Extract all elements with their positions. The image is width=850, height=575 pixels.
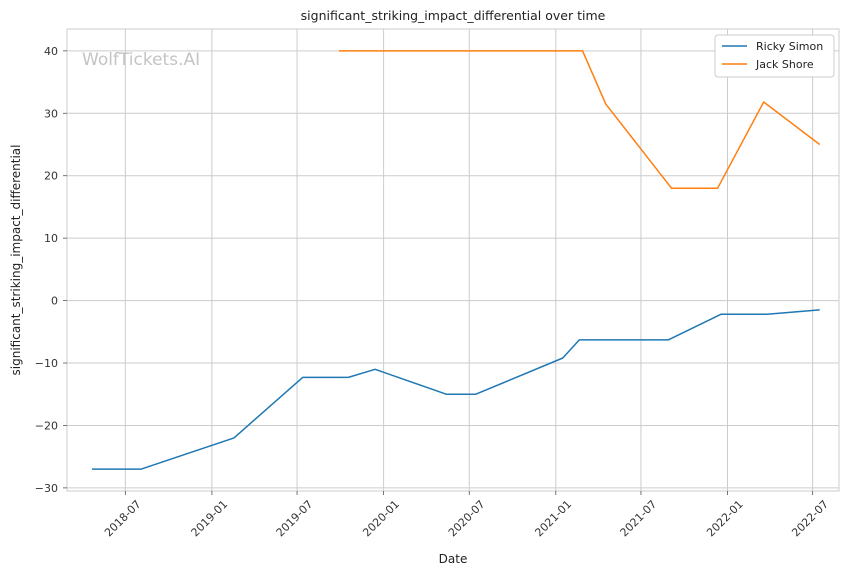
chart-title: significant_striking_impact_differential…	[301, 8, 606, 23]
y-tick-label: −10	[35, 357, 58, 370]
y-tick-label: 10	[44, 232, 58, 245]
legend-label-ricky-simon: Ricky Simon	[756, 40, 823, 53]
y-tick-label: 0	[51, 295, 58, 308]
y-tick-label: 20	[44, 170, 58, 183]
watermark: WolfTickets.AI	[82, 50, 200, 70]
y-tick-label: −20	[35, 419, 58, 432]
grid	[67, 29, 839, 491]
legend: Ricky Simon Jack Shore	[714, 34, 835, 78]
plot-area-border	[66, 28, 840, 492]
y-tick-label: 40	[44, 45, 58, 58]
y-axis-ticks: 40 30 20 10 0 −10 −20 −30	[35, 45, 67, 495]
legend-label-jack-shore: Jack Shore	[755, 58, 814, 71]
y-tick-label: −30	[35, 482, 58, 495]
y-tick-label: 30	[44, 107, 58, 120]
y-axis-title: significant_striking_impact_differential	[9, 145, 23, 376]
series-line-ricky-simon	[91, 309, 820, 470]
series-lines	[91, 50, 821, 470]
series-line-jack-shore	[338, 50, 821, 189]
x-axis-title: Date	[439, 552, 468, 566]
